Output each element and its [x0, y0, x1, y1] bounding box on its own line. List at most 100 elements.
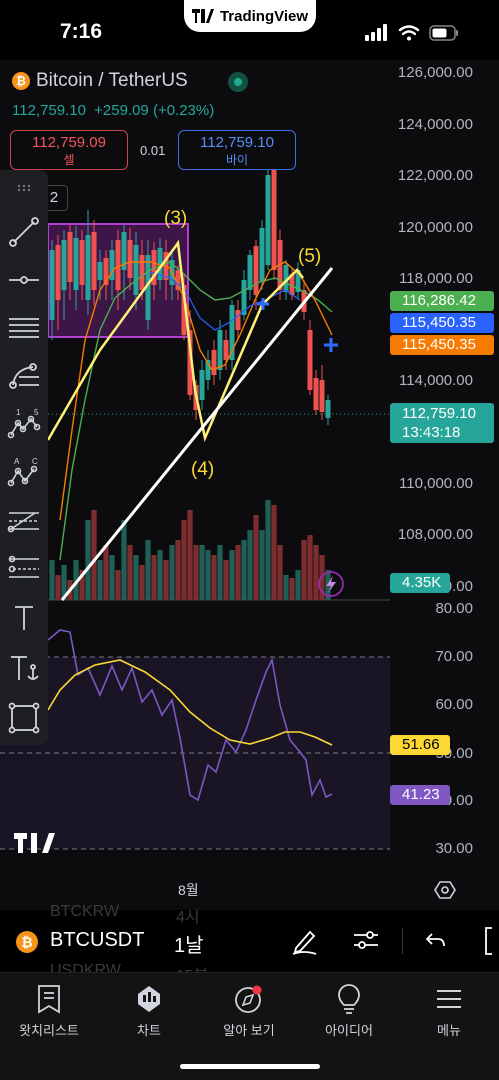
bitcoin-icon: ₿ [16, 931, 38, 953]
fullscreen-icon[interactable] [482, 926, 499, 956]
rectangle-icon [8, 702, 40, 734]
tab-menu[interactable]: 메뉴 [404, 982, 494, 1039]
rsi-line [47, 629, 333, 802]
volume-bar [271, 505, 277, 600]
volume-bar [91, 510, 97, 600]
volume-bar [289, 578, 295, 600]
price-label: 110,000.00 [399, 475, 473, 492]
volume-bar [253, 515, 259, 600]
lightning-icon[interactable] [318, 571, 344, 597]
tab-label: 메뉴 [437, 1023, 461, 1038]
trend-line [60, 267, 334, 601]
tradingview-logo-icon [191, 9, 214, 23]
volume-bar [145, 540, 151, 600]
symbol-bar [0, 910, 499, 972]
watchlist-icon [38, 985, 60, 1014]
rsi-tag: 41.23 [390, 785, 450, 805]
trend-line-tool[interactable] [4, 212, 44, 252]
volume-bar [277, 545, 283, 600]
volume-bar [283, 575, 289, 600]
gann-tool[interactable] [4, 548, 44, 588]
undo-icon[interactable] [424, 930, 446, 952]
candle-body [157, 248, 163, 280]
symbol-selector[interactable]: BTCUSDT [50, 929, 145, 951]
volume-bars [49, 500, 331, 600]
indicators-icon[interactable] [352, 926, 380, 954]
price-summary: 112,759.10 +259.09 (+0.23%) [12, 102, 214, 119]
volume-tag: 4.35K [390, 573, 450, 593]
chart-settings-icon[interactable] [434, 879, 456, 901]
volume-bar [319, 555, 325, 600]
parallel-channel-tool[interactable] [4, 308, 44, 348]
gann-fan-icon [8, 555, 39, 578]
volume-bar [241, 540, 247, 600]
candle-body [199, 370, 205, 400]
rsi-label: 60.00 [435, 696, 473, 713]
wave3-label: (3) [164, 208, 187, 229]
last-price-tag: 112,759.10 13:43:18 [390, 403, 494, 443]
candle-body [205, 360, 211, 380]
volume-bar [217, 545, 223, 600]
wave4-label: (4) [191, 459, 214, 480]
status-time: 7:16 [60, 20, 103, 43]
svg-text:1: 1 [16, 408, 21, 417]
app-pill[interactable]: TradingView [184, 0, 316, 32]
sell-button[interactable]: 112,759.09 셀 [10, 130, 128, 170]
tab-explore[interactable]: 알아 보기 [204, 982, 294, 1039]
volume-bar [61, 565, 67, 600]
candle-body [211, 350, 217, 375]
chart-area[interactable] [0, 60, 499, 910]
price-change: +259.09 (+0.23%) [94, 102, 215, 119]
volume-bar [307, 535, 313, 600]
volume-bar [55, 575, 61, 600]
tab-watchlist[interactable]: 왓치리스트 [4, 982, 94, 1039]
tab-chart[interactable]: 차트 [104, 982, 194, 1039]
volume-bar [103, 545, 109, 600]
trend-line-icon [9, 217, 39, 247]
symbol-header[interactable]: ₿ Bitcoin / TetherUS [12, 70, 188, 92]
svg-text:A: A [14, 457, 20, 466]
volume-bar [211, 555, 217, 600]
tab-ideas[interactable]: 아이디어 [304, 982, 394, 1039]
horizontal-line-icon [9, 276, 39, 284]
candle-body [79, 240, 85, 285]
candle-body [175, 270, 181, 290]
drag-handle-icon[interactable] [17, 184, 31, 192]
candle-body [229, 305, 235, 360]
market-open-icon [228, 72, 248, 92]
candle-body [67, 232, 73, 282]
price-label: 114,000.00 [399, 372, 473, 389]
tab-label: 차트 [137, 1023, 161, 1038]
rectangle-tool[interactable] [4, 698, 44, 738]
wifi-dot [407, 36, 411, 41]
fib-channel-tool[interactable] [4, 500, 44, 540]
draw-pen-icon[interactable] [290, 926, 320, 956]
text-tool[interactable] [4, 598, 44, 638]
candle-body [55, 245, 61, 300]
volume-bar [79, 570, 85, 600]
buy-button[interactable]: 112,759.10 바이 [178, 130, 296, 170]
wave-line [46, 239, 304, 443]
volume-bar [301, 540, 307, 600]
horizontal-line-tool[interactable] [4, 260, 44, 300]
volume-bar [85, 520, 91, 600]
volume-bar [133, 555, 139, 600]
chart-canvas[interactable]: (3) (4) (5) [0, 60, 499, 910]
volume-bar [157, 550, 163, 600]
candle-body [253, 246, 259, 295]
candle-body [145, 255, 151, 320]
volume-bar [97, 560, 103, 600]
volume-bar [247, 530, 253, 600]
fib-tool[interactable] [4, 356, 44, 396]
ma-green-tag: 116,286.42 [390, 291, 494, 311]
anchored-text-tool[interactable] [4, 648, 44, 688]
interval-selector[interactable]: 1날 [174, 935, 204, 957]
last-price: 112,759.10 [12, 102, 86, 119]
signal-icon [365, 24, 387, 41]
candle-body [295, 270, 301, 292]
symbol-title: Bitcoin / TetherUS [36, 70, 188, 91]
volume-bar [199, 545, 205, 600]
rsi-ma-line [47, 659, 333, 746]
